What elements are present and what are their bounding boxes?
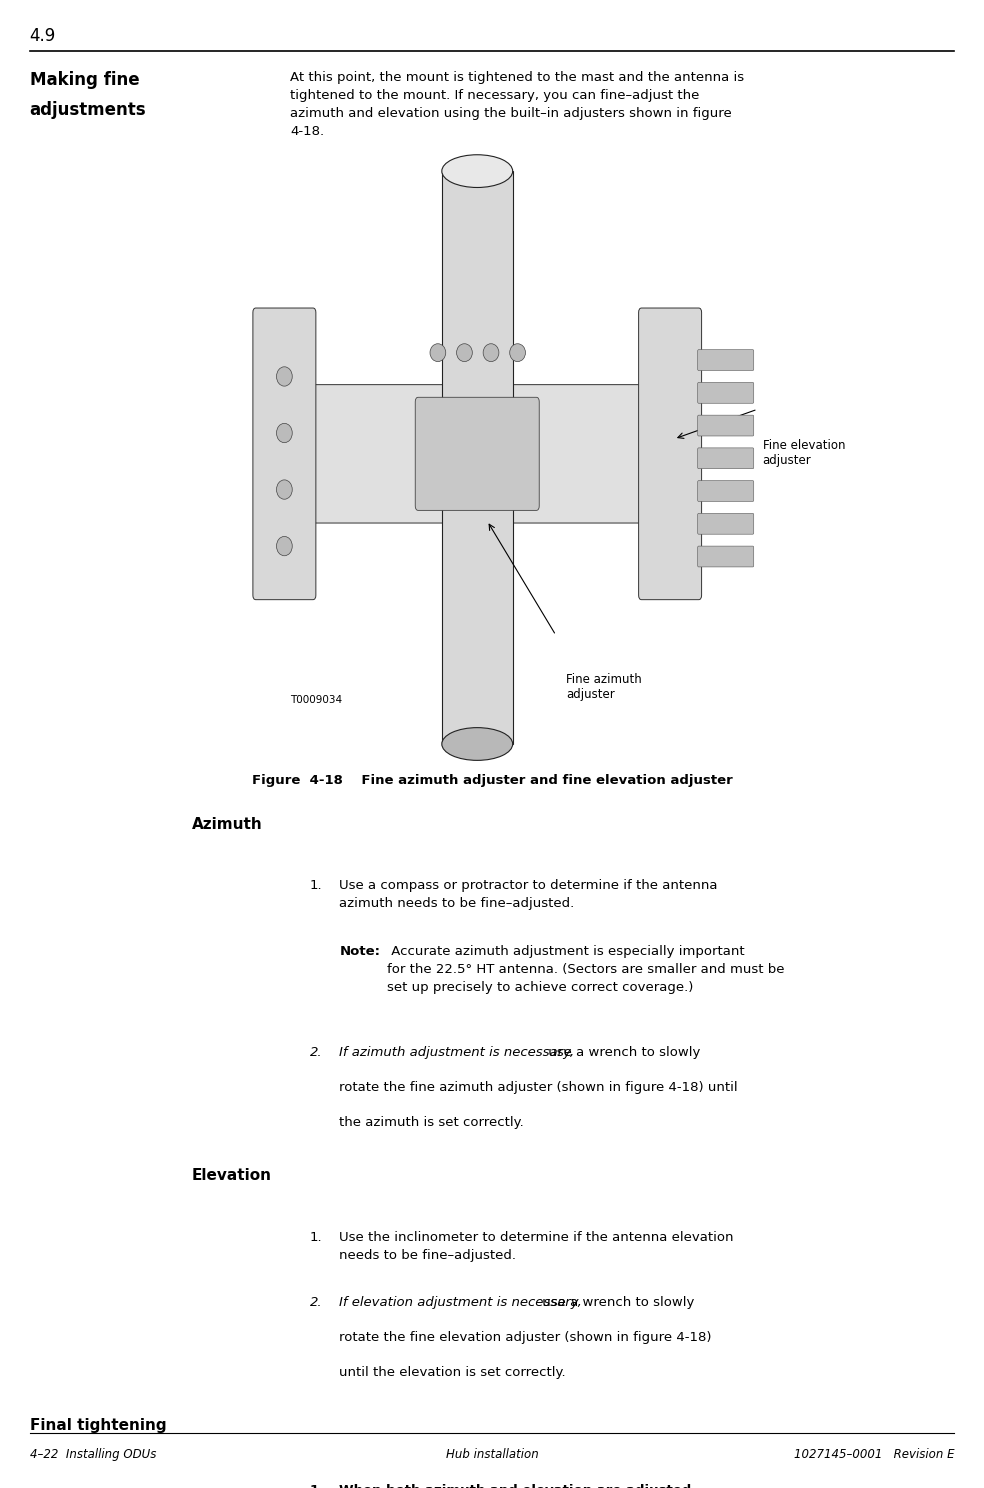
Text: 4–22  Installing ODUs: 4–22 Installing ODUs: [30, 1448, 155, 1461]
Text: the azimuth is set correctly.: the azimuth is set correctly.: [339, 1116, 524, 1129]
Text: use a wrench to slowly: use a wrench to slowly: [544, 1046, 701, 1059]
Ellipse shape: [483, 344, 499, 362]
Text: T0009034: T0009034: [290, 695, 342, 705]
Text: Final tightening: Final tightening: [30, 1418, 166, 1433]
Text: 4.9: 4.9: [30, 27, 56, 45]
Ellipse shape: [277, 479, 292, 498]
FancyBboxPatch shape: [698, 350, 754, 371]
Text: 2.: 2.: [310, 1296, 323, 1309]
Text: until the elevation is set correctly.: until the elevation is set correctly.: [339, 1366, 566, 1379]
Text: Fine elevation
adjuster: Fine elevation adjuster: [763, 439, 845, 467]
Text: 2.: 2.: [310, 1046, 323, 1059]
Ellipse shape: [277, 536, 292, 555]
Text: Making fine: Making fine: [30, 71, 139, 89]
Text: If azimuth adjustment is necessary,: If azimuth adjustment is necessary,: [339, 1046, 575, 1059]
FancyBboxPatch shape: [415, 397, 539, 510]
FancyBboxPatch shape: [306, 384, 648, 522]
FancyBboxPatch shape: [698, 481, 754, 501]
Text: 1027145–0001   Revision E: 1027145–0001 Revision E: [794, 1448, 954, 1461]
Text: 1.: 1.: [310, 1484, 324, 1488]
FancyBboxPatch shape: [253, 308, 316, 600]
Text: Accurate azimuth adjustment is especially important
for the 22.5° HT antenna. (S: Accurate azimuth adjustment is especiall…: [387, 945, 784, 994]
Text: use a wrench to slowly: use a wrench to slowly: [538, 1296, 695, 1309]
FancyBboxPatch shape: [698, 415, 754, 436]
Text: adjustments: adjustments: [30, 101, 147, 119]
Text: Azimuth: Azimuth: [192, 817, 263, 832]
FancyBboxPatch shape: [698, 513, 754, 534]
Text: rotate the fine elevation adjuster (shown in figure 4-18): rotate the fine elevation adjuster (show…: [339, 1332, 712, 1344]
FancyBboxPatch shape: [698, 448, 754, 469]
Ellipse shape: [442, 155, 513, 187]
Text: rotate the fine azimuth adjuster (shown in figure 4-18) until: rotate the fine azimuth adjuster (shown …: [339, 1082, 738, 1094]
Text: Use the inclinometer to determine if the antenna elevation
needs to be fine–adju: Use the inclinometer to determine if the…: [339, 1231, 734, 1262]
Ellipse shape: [277, 423, 292, 443]
Text: If elevation adjustment is necessary,: If elevation adjustment is necessary,: [339, 1296, 583, 1309]
Text: Note:: Note:: [339, 945, 381, 958]
FancyBboxPatch shape: [698, 382, 754, 403]
Ellipse shape: [430, 344, 446, 362]
Text: Hub installation: Hub installation: [446, 1448, 538, 1461]
Text: Use a compass or protractor to determine if the antenna
azimuth needs to be fine: Use a compass or protractor to determine…: [339, 879, 718, 911]
Text: Elevation: Elevation: [192, 1168, 272, 1183]
Text: 1.: 1.: [310, 1231, 323, 1244]
Text: When both azimuth and elevation are adjusted
correctly, tighten the azimuth and : When both azimuth and elevation are adju…: [339, 1484, 767, 1488]
Text: At this point, the mount is tightened to the mast and the antenna is
tightened t: At this point, the mount is tightened to…: [290, 71, 745, 138]
Text: Figure  4-18    Fine azimuth adjuster and fine elevation adjuster: Figure 4-18 Fine azimuth adjuster and fi…: [252, 774, 732, 787]
FancyBboxPatch shape: [639, 308, 702, 600]
Ellipse shape: [510, 344, 525, 362]
Text: 1.: 1.: [310, 879, 323, 893]
FancyBboxPatch shape: [698, 546, 754, 567]
Text: Fine azimuth
adjuster: Fine azimuth adjuster: [566, 673, 642, 701]
Ellipse shape: [277, 366, 292, 385]
Ellipse shape: [457, 344, 472, 362]
Bar: [442, 171, 513, 744]
Ellipse shape: [442, 728, 513, 760]
